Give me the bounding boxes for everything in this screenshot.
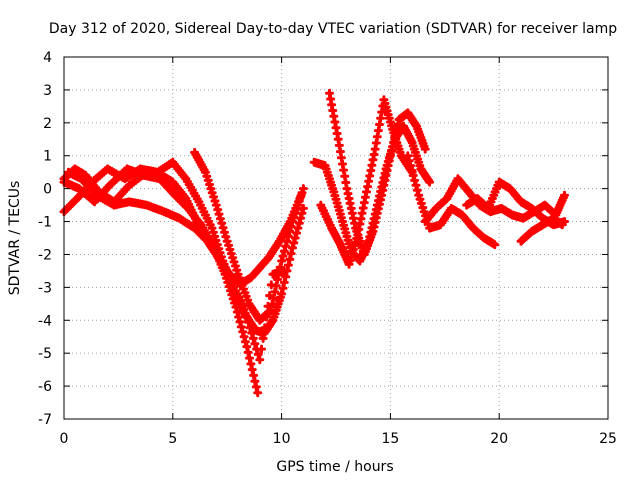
series-layer — [59, 88, 569, 398]
y-tick-label: -6 — [38, 379, 52, 395]
x-tick-label: 10 — [273, 431, 291, 447]
y-tick-label: 2 — [43, 116, 52, 132]
plot-frame — [63, 56, 609, 420]
x-tick-label: 5 — [168, 431, 177, 447]
y-tick-label: -7 — [38, 412, 52, 428]
chart-title: Day 312 of 2020, Sidereal Day-to-day VTE… — [49, 21, 617, 37]
x-tick-label: 15 — [381, 431, 399, 447]
y-tick-label: 1 — [43, 149, 52, 165]
y-tick-label: -4 — [38, 313, 52, 329]
y-tick-label: -1 — [38, 215, 52, 231]
y-tick-label: -2 — [38, 247, 52, 263]
y-tick-label: 0 — [43, 182, 52, 198]
y-tick-label: 4 — [43, 50, 52, 66]
x-tick-label: 0 — [60, 431, 69, 447]
x-tick-label: 20 — [490, 431, 508, 447]
y-axis-label: SDTVAR / TECUs — [7, 181, 23, 296]
x-tick-label: 25 — [599, 431, 617, 447]
series-s5-markers — [190, 147, 308, 325]
y-tick-label: -3 — [38, 280, 52, 296]
y-tick-label: -5 — [38, 346, 52, 362]
series-s11-markers — [462, 177, 569, 230]
tick-layer: 0 5 10 15 20 25 -7 -6 -5 -4 -3 -2 -1 0 1 2 3 4 — [38, 50, 617, 447]
series-s8-markers — [316, 95, 417, 269]
x-axis-label: GPS time / hours — [276, 459, 393, 475]
y-tick-label: 3 — [43, 83, 52, 99]
series-s12-markers — [516, 213, 567, 246]
series-s4-markers — [63, 167, 289, 365]
